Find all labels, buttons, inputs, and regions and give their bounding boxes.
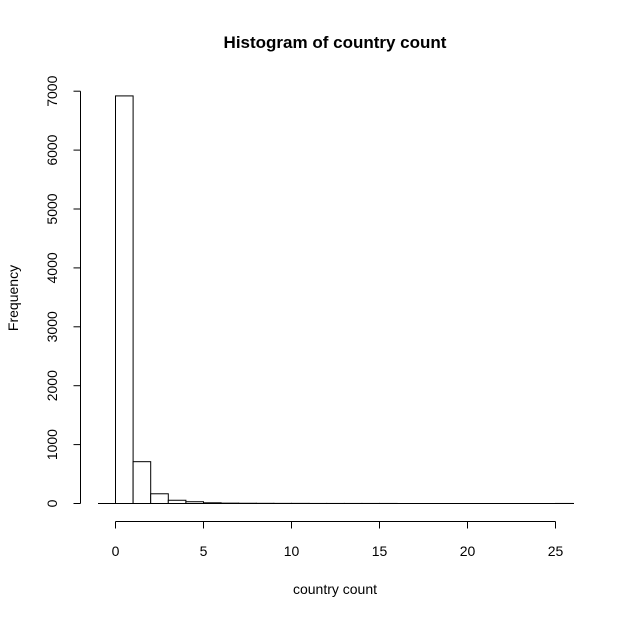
y-tick-label: 6000 [44, 134, 60, 165]
y-tick-label: 4000 [44, 252, 60, 283]
x-tick-label: 10 [284, 543, 300, 559]
y-axis-label: Frequency [5, 265, 21, 331]
x-tick-label: 20 [460, 543, 476, 559]
y-tick-label: 1000 [44, 429, 60, 460]
y-axis: 0 1000 2000 3000 4000 5000 6000 7000 [44, 75, 81, 507]
y-tick-label: 5000 [44, 193, 60, 224]
histogram-bar [132, 461, 152, 504]
histogram-bar [115, 95, 134, 505]
chart-title: Histogram of country count [224, 33, 447, 52]
y-tick-label: 3000 [44, 311, 60, 342]
x-tick-label: 0 [112, 543, 120, 559]
x-tick-label: 15 [372, 543, 388, 559]
x-tick-label: 25 [548, 543, 564, 559]
histogram-bars [98, 95, 574, 505]
x-tick-label: 5 [200, 543, 208, 559]
histogram-bar [150, 493, 169, 504]
y-tick-label: 0 [44, 499, 60, 507]
y-tick-label: 7000 [44, 75, 60, 106]
x-axis-label: country count [293, 581, 377, 597]
x-axis: 0 5 10 15 20 25 [112, 521, 564, 559]
y-tick-label: 2000 [44, 370, 60, 401]
